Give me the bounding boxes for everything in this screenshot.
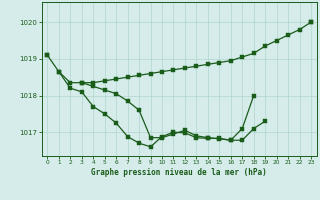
X-axis label: Graphe pression niveau de la mer (hPa): Graphe pression niveau de la mer (hPa) bbox=[91, 168, 267, 177]
